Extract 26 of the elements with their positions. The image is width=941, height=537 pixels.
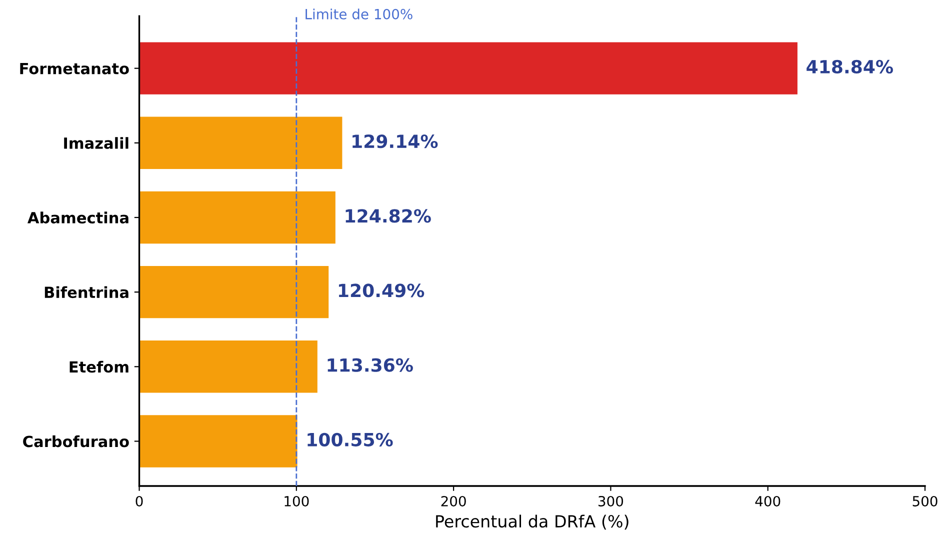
bar [139,340,318,393]
data-label: 129.14% [352,134,438,148]
data-label: 100.55% [308,432,393,446]
y-tick-label: Bifentrina [44,286,128,298]
data-label: 124.82% [346,209,431,223]
x-tick-label: 400 [755,496,780,506]
x-tick-label: 500 [912,496,938,506]
y-tick-label: Formetanato [20,62,129,74]
bar [139,116,342,170]
y-tick-label: Etefom [70,360,128,373]
x-tick-label: 300 [598,496,624,506]
bar [139,42,798,94]
x-tick-label: 100 [284,496,309,506]
bar [139,191,336,244]
data-label: 113.36% [328,358,413,372]
x-tick-label: 200 [441,496,466,506]
y-tick-label: Carbofurano [23,435,129,448]
data-label: 120.49% [338,284,424,298]
y-tick-label: Abamectina [27,212,128,224]
ref-line-label: Limite de 100% [306,8,412,20]
bar [139,415,298,468]
y-tick-label: Imazalil [64,137,128,149]
x-axis-title: Percentual da DRfA (%) [436,514,628,530]
bar [139,266,329,318]
data-label: 418.84% [806,60,893,74]
x-tick-label: 0 [136,496,143,506]
